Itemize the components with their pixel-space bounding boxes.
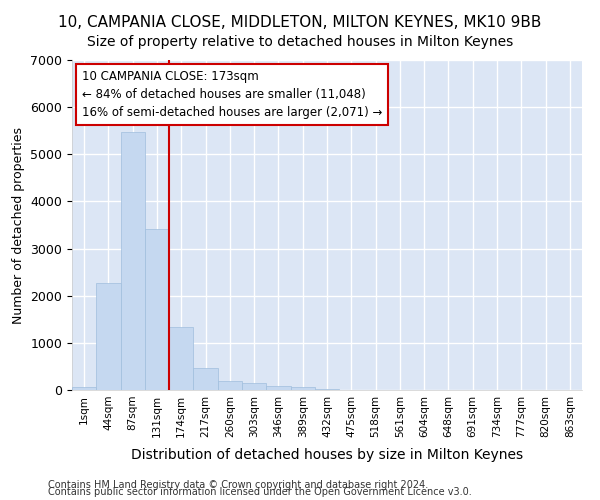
Bar [290,388,315,390]
Bar [121,132,145,390]
Bar [242,383,266,390]
X-axis label: Distribution of detached houses by size in Milton Keynes: Distribution of detached houses by size … [131,448,523,462]
Text: 10, CAMPANIA CLOSE, MIDDLETON, MILTON KEYNES, MK10 9BB: 10, CAMPANIA CLOSE, MIDDLETON, MILTON KE… [58,15,542,30]
Bar [145,229,169,390]
Bar [96,283,121,390]
Bar [266,386,290,390]
Y-axis label: Number of detached properties: Number of detached properties [12,126,25,324]
Text: Contains public sector information licensed under the Open Government Licence v3: Contains public sector information licen… [48,487,472,497]
Bar [72,387,96,390]
Text: Contains HM Land Registry data © Crown copyright and database right 2024.: Contains HM Land Registry data © Crown c… [48,480,428,490]
Text: 10 CAMPANIA CLOSE: 173sqm
← 84% of detached houses are smaller (11,048)
16% of s: 10 CAMPANIA CLOSE: 173sqm ← 84% of detac… [82,70,383,119]
Bar [315,388,339,390]
Bar [193,368,218,390]
Bar [218,382,242,390]
Text: Size of property relative to detached houses in Milton Keynes: Size of property relative to detached ho… [87,35,513,49]
Bar [169,328,193,390]
